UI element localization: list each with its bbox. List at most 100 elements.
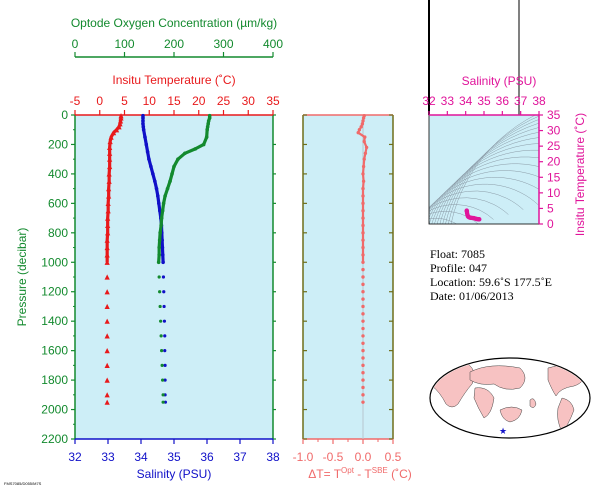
- temperature-point: [113, 127, 120, 133]
- temperature-point: [104, 377, 110, 383]
- salinity-tick-label: 34: [134, 450, 148, 464]
- salinity-point: [156, 194, 160, 198]
- salinity-tick-label: 38: [266, 450, 280, 464]
- delta-point: [361, 172, 365, 176]
- salinity-point: [154, 186, 159, 191]
- temperature-point: [106, 193, 112, 199]
- delta-point: [361, 348, 365, 353]
- temperature-point: [105, 222, 111, 229]
- oxygen-point: [157, 275, 161, 279]
- oxygen-point: [204, 135, 209, 139]
- density-contour: [429, 163, 539, 214]
- salinity-point: [149, 164, 153, 169]
- delta-point: [361, 216, 365, 220]
- temperature-point: [104, 259, 110, 265]
- salinity-tick-label: 32: [68, 450, 82, 464]
- salinity-point: [162, 290, 166, 294]
- temperature-point: [104, 392, 110, 398]
- salinity-point: [163, 334, 167, 338]
- density-contour: [429, 177, 539, 209]
- pressure-axis-label: Pressure (decibar): [15, 228, 29, 327]
- temperature-tick-label: 5: [121, 94, 128, 108]
- ts-y-tick-label: 30: [547, 124, 561, 138]
- density-contour: [450, 115, 536, 224]
- pressure-tick-label: 400: [48, 167, 68, 181]
- density-contour: [436, 131, 539, 224]
- delta-point: [361, 201, 365, 206]
- oxygen-point: [205, 124, 210, 129]
- density-contour: [429, 156, 539, 219]
- temperature-axis-label: Insitu Temperature (˚C): [112, 73, 235, 87]
- density-contour: [442, 122, 539, 224]
- salinity-point: [147, 157, 151, 161]
- oxygen-point: [159, 223, 163, 228]
- ts-series-line: [465, 210, 480, 221]
- oxygen-tick-label: 200: [164, 37, 184, 51]
- pressure-tick-label: 1800: [41, 373, 68, 387]
- temperature-point: [104, 303, 110, 310]
- pressure-tick-label: 800: [48, 226, 68, 240]
- salinity-point: [163, 363, 167, 367]
- density-contour: [448, 115, 539, 224]
- pressure-tick-label: 600: [48, 196, 68, 210]
- profile-date: Date: 01/06/2013: [430, 289, 514, 303]
- footer-code: FMS7085/D055/M7S: [4, 481, 42, 486]
- density-contour: [388, 232, 434, 258]
- oxygen-point: [172, 164, 176, 169]
- oxygen-point: [159, 216, 164, 220]
- delta-tick-label: 0.0: [355, 450, 372, 464]
- temperature-point: [105, 215, 111, 221]
- oxygen-point: [161, 201, 166, 206]
- delta-point: [361, 223, 365, 228]
- pressure-tick-label: 1200: [41, 285, 68, 299]
- ts-y-axis-label: Insitu Temperature (˚C): [573, 113, 587, 236]
- ts-y-tick-label: 15: [547, 170, 561, 184]
- landmass: [529, 398, 537, 408]
- ts-y-tick-label: 20: [547, 155, 561, 169]
- delta-label-part: Opt: [341, 466, 355, 475]
- oxygen-point: [193, 147, 198, 151]
- oxygen-point: [158, 304, 162, 309]
- density-contour: [434, 137, 539, 224]
- pressure-tick-label: 1400: [41, 314, 68, 328]
- delta-point: [361, 275, 365, 279]
- density-contour: [429, 217, 457, 224]
- density-contour: [439, 127, 539, 224]
- temperature-tick-label: -5: [70, 94, 81, 108]
- landmass: [557, 397, 575, 433]
- delta-point: [361, 385, 365, 390]
- ts-plot-background: [429, 115, 539, 224]
- temperature-point: [105, 208, 111, 214]
- oxygen-point: [160, 208, 165, 213]
- world-map: ★: [429, 357, 591, 439]
- landmass: [499, 406, 523, 423]
- pressure-tick-label: 2200: [41, 432, 68, 446]
- temperature-point: [111, 130, 117, 136]
- pressure-tick-label: 1600: [41, 344, 68, 358]
- delta-tick-label: -0.5: [323, 450, 344, 464]
- salinity-point: [145, 150, 150, 154]
- landmass: [469, 365, 526, 390]
- temperature-point: [104, 274, 110, 280]
- delta-point: [363, 151, 368, 155]
- salinity-point: [163, 378, 167, 382]
- temperature-tick-label: 25: [217, 94, 231, 108]
- delta-tick-label: 0.5: [385, 450, 402, 464]
- delta-point: [361, 253, 365, 257]
- oxygen-tick-label: 300: [213, 37, 233, 51]
- profile-number: Profile: 047: [430, 261, 487, 275]
- delta-point: [356, 130, 360, 135]
- oxygen-tick-label: 0: [72, 37, 79, 51]
- ts-x-tick-label: 32: [422, 94, 436, 108]
- temperature-point: [104, 289, 110, 295]
- delta-point: [361, 304, 365, 309]
- float-location-marker: ★: [499, 427, 507, 437]
- delta-point: [361, 164, 366, 169]
- temperature-point: [104, 318, 110, 324]
- delta-point: [361, 209, 365, 213]
- oxygen-point: [159, 319, 163, 323]
- temperature-point: [106, 178, 112, 184]
- delta-point: [361, 282, 365, 287]
- oxygen-point: [158, 231, 162, 235]
- delta-point: [364, 145, 369, 150]
